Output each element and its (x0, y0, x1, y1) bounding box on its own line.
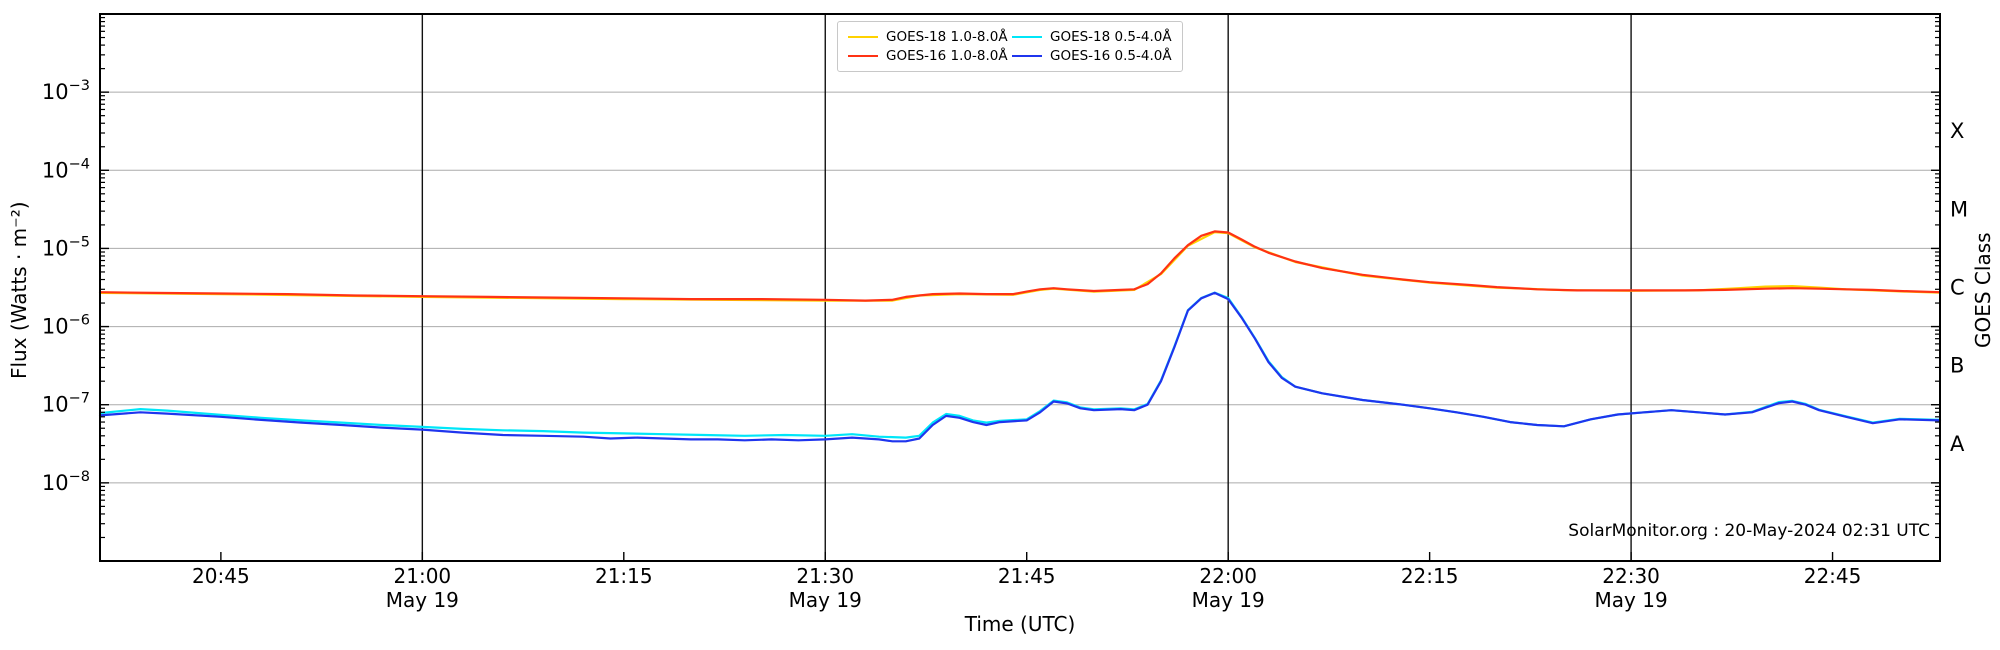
svg-text:10−5: 10−5 (42, 234, 90, 260)
legend-swatch-1 (848, 55, 878, 57)
y-axis-title-goes-class: GOES Class (1971, 232, 1995, 349)
svg-text:10−6: 10−6 (42, 313, 90, 339)
svg-text:10−4: 10−4 (42, 156, 90, 182)
y-axis-title-flux: Flux (Watts · m⁻²) (7, 201, 31, 379)
legend-label-2: GOES-18 0.5-4.0Å (1050, 29, 1172, 45)
svg-text:21:00: 21:00 (394, 564, 452, 588)
svg-text:B: B (1950, 354, 1964, 378)
svg-text:X: X (1950, 119, 1964, 143)
series-line-2 (98, 291, 1942, 439)
svg-text:May 19: May 19 (386, 588, 459, 612)
svg-text:May 19: May 19 (789, 588, 862, 612)
y-tick-labels: 10−3 10−4 10−5 10−6 10−7 10−8 (42, 78, 90, 495)
legend-swatch-0 (848, 36, 878, 38)
legend-label-0: GOES-18 1.0-8.0Å (886, 29, 1008, 45)
svg-text:22:45: 22:45 (1804, 564, 1862, 588)
series-line-3 (98, 291, 1942, 443)
legend-item-1: GOES-16 1.0-8.0Å (848, 48, 1008, 64)
legend-swatch-2 (1012, 36, 1042, 38)
legend-item-3: GOES-16 0.5-4.0Å (1012, 48, 1172, 64)
legend-item-2: GOES-18 0.5-4.0Å (1012, 29, 1172, 45)
flux-series (98, 230, 1942, 443)
svg-text:M: M (1950, 197, 1968, 221)
decade-gridlines (100, 91, 1940, 484)
legend-item-0: GOES-18 1.0-8.0Å (848, 29, 1008, 45)
svg-text:C: C (1950, 276, 1965, 300)
legend-swatch-3 (1012, 55, 1042, 57)
svg-text:10−3: 10−3 (42, 78, 90, 104)
svg-text:A: A (1950, 432, 1965, 456)
svg-text:May 19: May 19 (1192, 588, 1265, 612)
svg-text:10−7: 10−7 (42, 391, 90, 417)
x-ticks (220, 552, 1834, 561)
goes-class-labels: X M C B A (1950, 119, 1968, 456)
date-gridlines (421, 14, 1632, 561)
svg-text:10−8: 10−8 (42, 469, 90, 495)
svg-text:21:45: 21:45 (998, 564, 1056, 588)
svg-text:21:15: 21:15 (595, 564, 653, 588)
x-axis-title-time: Time (UTC) (964, 612, 1076, 636)
svg-text:21:30: 21:30 (796, 564, 854, 588)
svg-text:22:30: 22:30 (1602, 564, 1660, 588)
svg-text:22:00: 22:00 (1199, 564, 1257, 588)
legend-label-1: GOES-16 1.0-8.0Å (886, 48, 1008, 64)
watermark-solarmonitor: SolarMonitor.org : 20-May-2024 02:31 UTC (1568, 521, 1930, 541)
svg-text:May 19: May 19 (1595, 588, 1668, 612)
series-line-1 (98, 230, 1942, 302)
svg-text:22:15: 22:15 (1401, 564, 1459, 588)
plot-border (99, 13, 1941, 562)
svg-text:20:45: 20:45 (192, 564, 250, 588)
legend-label-3: GOES-16 0.5-4.0Å (1050, 48, 1172, 64)
y-ticks (100, 16, 1940, 539)
legend: GOES-18 1.0-8.0Å GOES-18 0.5-4.0Å GOES-16 … (837, 21, 1183, 72)
